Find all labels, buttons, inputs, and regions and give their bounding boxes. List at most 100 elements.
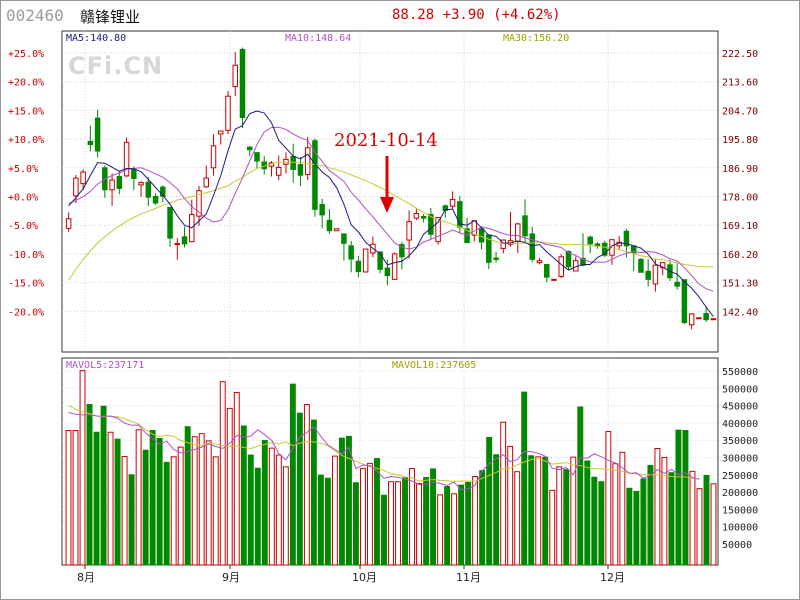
stock-name: 赣锋锂业 (80, 8, 141, 26)
volume-tick-label: 450000 (722, 402, 758, 413)
candle-body (73, 177, 79, 197)
volume-bar (654, 448, 661, 566)
candle-body (275, 166, 282, 176)
volume-bar (612, 463, 619, 566)
volume-bar (535, 456, 542, 566)
volume-bar (668, 472, 675, 566)
candle-body (681, 279, 688, 324)
left-tick-label: +10.0% (8, 135, 44, 146)
candle-body (210, 145, 217, 169)
candle-body (196, 190, 202, 217)
volume-bar (689, 470, 696, 566)
candle-body (123, 141, 130, 177)
candle-body (377, 251, 383, 270)
right-tick-label: 213.60 (722, 78, 758, 89)
ma10-line (68, 126, 714, 292)
volume-bar (626, 487, 633, 566)
volume-bar (331, 455, 338, 566)
candle-body (645, 270, 651, 280)
volume-bar (219, 381, 226, 566)
volume-bar (156, 437, 163, 566)
volume-bar (135, 429, 142, 566)
volume-bar (345, 435, 352, 566)
volume-bar (338, 437, 345, 566)
volume-bar (570, 456, 577, 566)
volume-bar (121, 455, 128, 566)
candle-body (587, 236, 593, 245)
stock-code: 002460 (6, 6, 64, 25)
x-tick-label: 11月 (456, 571, 481, 584)
volume-bar (507, 445, 514, 566)
volume-bar (142, 449, 149, 566)
candle-body (522, 215, 528, 237)
mavol5-line (68, 412, 700, 491)
candle-body (420, 215, 427, 219)
candle-body (413, 213, 420, 219)
volume-bar (268, 447, 275, 566)
volume-bar (388, 481, 394, 566)
candle-body (710, 318, 717, 321)
candle-body (239, 48, 246, 118)
candle-body (428, 214, 434, 235)
volume-bar (86, 404, 93, 566)
candle-body (399, 244, 405, 258)
candle-body (478, 228, 485, 243)
volume-bar (170, 456, 177, 566)
candle-body (362, 248, 369, 273)
volume-bar (79, 370, 86, 566)
volume-bar (360, 468, 366, 566)
volume-bar (696, 488, 703, 566)
volume-bar (682, 430, 689, 566)
volume-bar (310, 419, 317, 566)
volume-bar (500, 421, 507, 566)
candle-body (145, 181, 152, 198)
candle-body (391, 253, 398, 280)
volume-bar (416, 482, 422, 566)
right-tick-label: 195.80 (722, 135, 758, 146)
candle-body (536, 260, 543, 264)
candle-body (326, 219, 333, 232)
candle-body (203, 177, 210, 188)
volume-bar (381, 494, 387, 566)
volume-tick-label: 300000 (722, 454, 758, 465)
candle-body (623, 230, 630, 247)
candle-body (449, 198, 456, 207)
volume-bar (710, 483, 717, 566)
candle-body (225, 95, 231, 131)
candle-body (304, 147, 311, 176)
candle-body (652, 264, 659, 285)
volume-tick-label: 350000 (722, 436, 758, 447)
candle-body (319, 204, 325, 216)
volume-bar (107, 431, 114, 566)
volume-bar (493, 454, 500, 566)
candle-body (65, 218, 72, 229)
x-tick-label: 12月 (600, 571, 625, 584)
volume-bar (486, 436, 493, 566)
volume-bar (226, 407, 233, 566)
volume-bar (240, 425, 247, 566)
left-tick-label: +0.0% (8, 193, 38, 204)
volume-bar (65, 430, 72, 566)
candle-body (218, 130, 224, 135)
volume-bar (128, 474, 135, 566)
volume-bar (479, 470, 486, 566)
volume-bar (549, 489, 556, 566)
x-tick-label: 9月 (222, 571, 240, 584)
left-tick-label: +20.0% (8, 78, 44, 89)
candle-body (696, 317, 702, 320)
ma10-label: MA10:148.64 (285, 33, 352, 44)
candle-body (160, 186, 166, 197)
volume-tick-label: 200000 (722, 488, 758, 499)
volume-bar (458, 484, 465, 566)
volume-bar (661, 457, 668, 566)
volume-bar (577, 406, 584, 566)
volume-bar (619, 451, 626, 566)
candle-body (435, 216, 441, 243)
volume-tick-label: 500000 (722, 384, 758, 395)
right-tick-label: 151.30 (722, 279, 758, 290)
candle-body (638, 258, 644, 273)
annotation-arrow-head (380, 197, 394, 213)
candle-body (688, 313, 695, 326)
volume-bar (261, 440, 268, 566)
